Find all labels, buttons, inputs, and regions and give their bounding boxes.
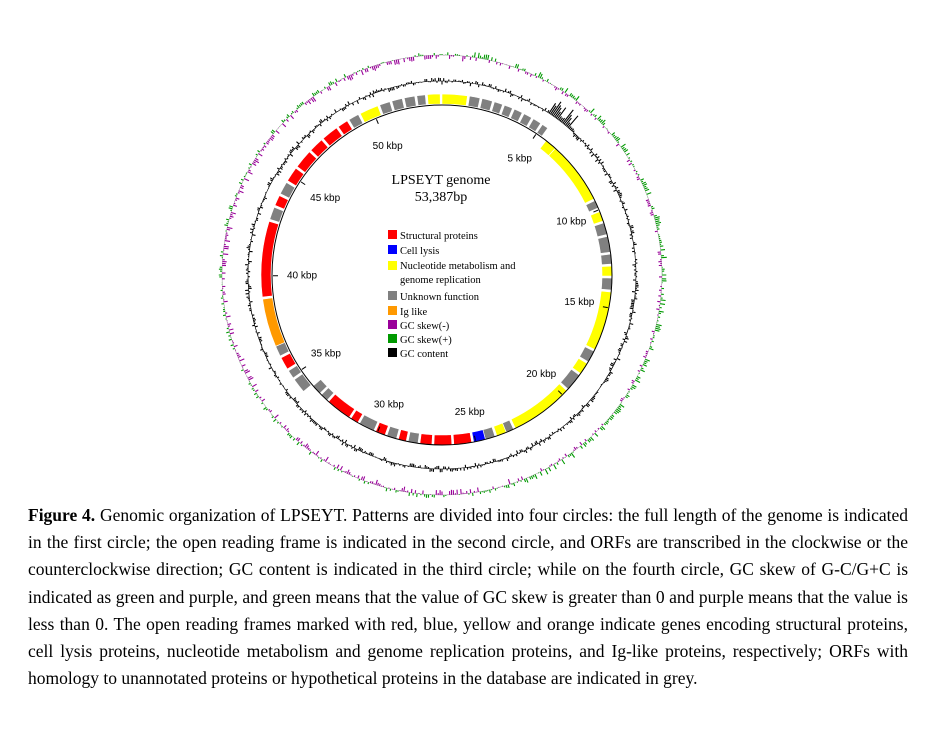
orf-arc	[403, 95, 417, 109]
tick-mark	[532, 134, 537, 139]
tick-mark	[301, 366, 307, 370]
orf-arc	[328, 393, 356, 418]
legend-label-structural: Structural proteins	[400, 231, 478, 242]
orf-arc	[427, 93, 441, 105]
genome-backbone-circle	[271, 104, 613, 446]
tick-label: 30 kbp	[374, 400, 404, 411]
gc-skew-track	[218, 52, 667, 498]
orf-arc	[601, 277, 613, 291]
orf-arc	[585, 200, 599, 213]
orf-arc	[269, 206, 284, 223]
legend-label-cell-lysis: Cell lysis	[400, 246, 439, 257]
orf-arc	[548, 147, 595, 204]
figure-caption: Figure 4. Genomic organization of LPSEYT…	[28, 502, 908, 692]
orf-arc	[348, 114, 364, 129]
orf-arc	[536, 124, 549, 137]
orf-arc	[571, 357, 588, 374]
legend-swatch-nucleotide	[388, 261, 397, 270]
tick-label: 20 kbp	[526, 369, 556, 380]
genome-map-figure: 5 kbp 10 kbp 15 kbp 20 kbp 25 kbp 30 kbp 35 kb…	[218, 52, 667, 498]
orf-arc	[441, 93, 468, 107]
legend-label-gc-content: GC content	[400, 349, 448, 360]
orf-arc	[274, 195, 289, 210]
tick-label: 50 kbp	[373, 141, 403, 152]
orf-arc	[279, 182, 296, 199]
orf-arc	[467, 95, 481, 109]
tick-mark	[375, 119, 379, 125]
orf-arc	[337, 120, 353, 136]
legend-swatch-gc-content	[388, 348, 397, 357]
gc-content-profile	[245, 77, 639, 473]
tick-mark	[377, 426, 381, 432]
orf-arc	[322, 127, 343, 147]
orf-arc	[433, 434, 453, 446]
orf-arc	[510, 108, 523, 123]
orf-arc	[491, 101, 503, 115]
orf-arc	[391, 98, 405, 112]
legend-label-gc-skew-neg: GC skew(-)	[400, 321, 450, 332]
legend-label-nucleotide-line2: genome replication	[400, 275, 482, 286]
orf-arc	[510, 383, 568, 429]
orf-arc	[579, 346, 595, 363]
genome-position-ticks: 5 kbp 10 kbp 15 kbp 20 kbp 25 kbp 30 kbp 35 kb…	[272, 119, 608, 441]
orf-arc	[479, 98, 493, 112]
genome-title: LPSEYT genome	[392, 173, 491, 188]
tick-mark	[473, 435, 476, 441]
tick-label: 35 kbp	[311, 348, 341, 359]
orf-arc	[416, 94, 427, 107]
legend-label-gc-skew-pos: GC skew(+)	[400, 335, 452, 346]
orf-arc	[527, 118, 542, 133]
orf-arc	[375, 421, 389, 436]
orf-arc	[280, 352, 297, 370]
orf-arc	[293, 373, 312, 392]
orf-arc	[359, 105, 382, 123]
tick-mark	[593, 209, 599, 213]
orf-arc	[310, 139, 329, 158]
genome-length: 53,387bp	[415, 190, 468, 205]
orf-arc	[287, 167, 305, 187]
orf-arc	[500, 104, 513, 118]
orf-arc	[593, 222, 608, 238]
tick-label: 45 kbp	[310, 193, 340, 204]
orf-arc	[260, 220, 280, 298]
tick-label: 40 kbp	[287, 271, 317, 282]
orf-arc	[590, 211, 604, 225]
orf-arc	[262, 297, 286, 347]
orf-arc	[419, 433, 433, 446]
orf-arc	[288, 365, 302, 379]
tick-mark	[602, 306, 608, 309]
tick-label: 25 kbp	[455, 407, 485, 418]
figure-caption-label: Figure 4.	[28, 505, 96, 525]
orf-arc	[519, 113, 533, 127]
legend-label-unknown: Unknown function	[400, 292, 480, 303]
legend-label-ig-like: Ig like	[400, 307, 427, 318]
legend-swatch-cell-lysis	[388, 245, 397, 254]
legend-swatch-ig-like	[388, 306, 397, 315]
legend-swatch-gc-skew-pos	[388, 334, 397, 343]
tick-mark	[300, 181, 306, 186]
tick-label: 15 kbp	[564, 297, 594, 308]
orf-arc	[600, 253, 612, 266]
gc-skew-positive	[218, 52, 667, 498]
gc-content-track	[245, 77, 639, 473]
legend-swatch-unknown	[388, 291, 397, 300]
legend-swatch-structural	[388, 230, 397, 239]
tick-mark	[557, 390, 563, 395]
tick-label: 10 kbp	[556, 216, 586, 227]
legend-swatch-gc-skew-neg	[388, 320, 397, 329]
orf-arc	[601, 265, 613, 277]
figure-caption-text: Genomic organization of LPSEYT. Patterns…	[28, 505, 908, 689]
tick-label: 5 kbp	[507, 154, 532, 165]
orf-track	[260, 93, 613, 446]
legend-label-nucleotide: Nucleotide metabolism and	[400, 261, 516, 272]
orf-arc	[296, 151, 318, 173]
gc-skew-negative	[222, 55, 662, 495]
orf-arc	[379, 101, 394, 115]
legend: Structural proteins Cell lysis Nucleotid…	[388, 230, 516, 360]
